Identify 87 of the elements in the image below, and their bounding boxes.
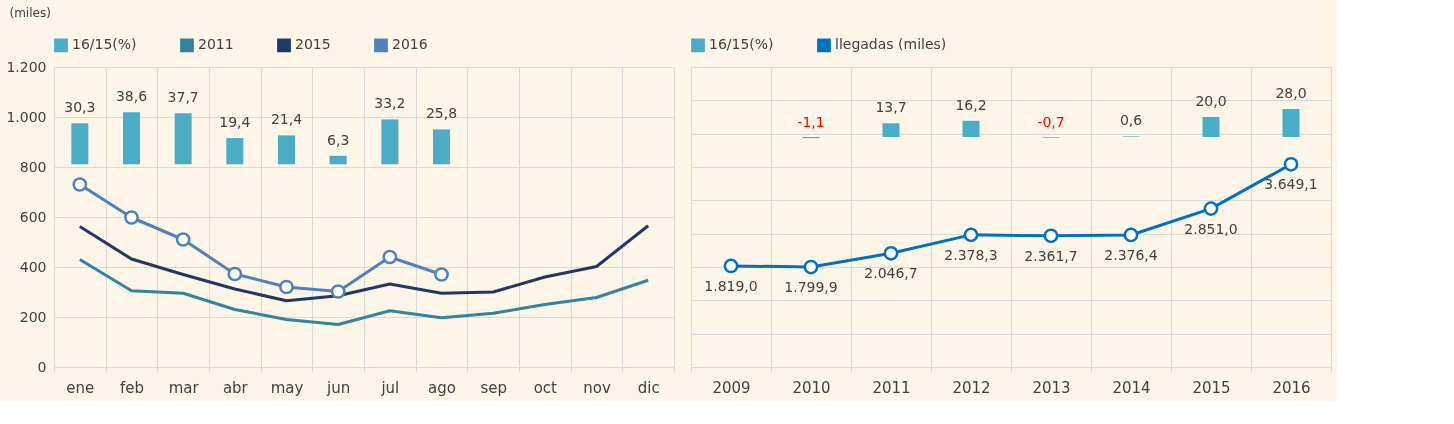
bar bbox=[71, 123, 89, 165]
legend-label: 2016 bbox=[392, 36, 428, 53]
bar bbox=[433, 129, 450, 165]
point bbox=[382, 249, 398, 265]
data-label: 38,6 bbox=[115, 88, 148, 105]
data-label: 20,0 bbox=[1195, 93, 1227, 109]
x-tick-label: feb bbox=[119, 378, 145, 397]
data-label: 2.361,7 bbox=[1024, 247, 1078, 264]
data-label: 2.376,4 bbox=[1104, 246, 1158, 263]
bar bbox=[278, 135, 295, 165]
data-label: 6,3 bbox=[327, 131, 350, 148]
x-tick-label: may bbox=[270, 378, 304, 397]
x-tick-label: jul bbox=[380, 378, 400, 397]
bar bbox=[1282, 109, 1300, 137]
data-label: 21,4 bbox=[270, 111, 303, 128]
data-label: -1,1 bbox=[797, 114, 825, 131]
legend-label: 16/15(%) bbox=[709, 36, 774, 53]
point bbox=[1123, 227, 1139, 243]
x-tick-label: ene bbox=[66, 378, 95, 397]
point bbox=[803, 259, 819, 275]
point bbox=[963, 227, 979, 243]
point bbox=[1203, 201, 1219, 216]
x-tick-label: 2011 bbox=[872, 378, 911, 397]
x-tick-label: 2016 bbox=[1272, 378, 1311, 397]
point bbox=[279, 279, 294, 295]
y-tick-label: 600 bbox=[19, 208, 47, 225]
data-label: 2.046,7 bbox=[864, 265, 918, 282]
point bbox=[227, 266, 243, 282]
bar bbox=[329, 155, 347, 165]
x-tick-label: sep bbox=[480, 378, 507, 397]
point bbox=[434, 267, 449, 282]
x-tick-label: ago bbox=[428, 378, 456, 397]
x-tick-label: jun bbox=[326, 378, 351, 397]
bar bbox=[381, 119, 399, 165]
data-label: 19,4 bbox=[219, 114, 251, 131]
point bbox=[1043, 228, 1059, 244]
data-label: 28,0 bbox=[1275, 85, 1307, 101]
x-tick-label: abr bbox=[222, 378, 249, 397]
data-label: 3.649,1 bbox=[1264, 176, 1318, 193]
y-tick-label: 1.200 bbox=[6, 58, 47, 75]
data-label: 2.378,3 bbox=[944, 246, 998, 263]
bar bbox=[962, 120, 980, 137]
data-label: 2.851,0 bbox=[1184, 220, 1238, 237]
legend-label: 2011 bbox=[198, 36, 234, 53]
legend-label: llegadas (miles) bbox=[835, 36, 947, 53]
x-tick-label: nov bbox=[583, 378, 611, 397]
point bbox=[330, 284, 346, 299]
point bbox=[72, 177, 88, 192]
y-tick-label: 0 bbox=[37, 358, 47, 375]
bar bbox=[1202, 117, 1220, 137]
point bbox=[883, 245, 899, 261]
line-series bbox=[78, 258, 650, 326]
x-tick-label: oct bbox=[533, 378, 558, 397]
bar bbox=[882, 123, 900, 137]
data-label: 1.799,9 bbox=[784, 279, 838, 296]
x-tick-label: 2012 bbox=[952, 378, 991, 397]
x-tick-label: 2009 bbox=[712, 378, 751, 397]
legend-label: 16/15(%) bbox=[72, 36, 137, 53]
point bbox=[124, 210, 139, 225]
x-tick-label: dic bbox=[637, 378, 660, 397]
data-label: 25,8 bbox=[425, 105, 458, 122]
x-tick-label: 2013 bbox=[1032, 378, 1071, 397]
point bbox=[175, 232, 191, 247]
line-series bbox=[78, 224, 650, 303]
data-label: -0,7 bbox=[1037, 113, 1065, 130]
legend-label: 2015 bbox=[295, 36, 331, 53]
data-label: 30,3 bbox=[64, 99, 96, 116]
data-label: 37,7 bbox=[167, 89, 199, 106]
x-tick-label: mar bbox=[168, 378, 200, 397]
x-tick-label: 2015 bbox=[1192, 378, 1231, 397]
x-tick-label: 2010 bbox=[792, 378, 831, 397]
y-tick-label: 400 bbox=[19, 258, 47, 275]
point bbox=[723, 258, 739, 274]
point bbox=[1283, 156, 1299, 172]
y-tick-label: 800 bbox=[19, 158, 47, 175]
bar bbox=[174, 113, 192, 165]
x-tick-label: 2014 bbox=[1112, 378, 1151, 397]
data-label: 1.819,0 bbox=[704, 277, 758, 294]
y-axis-title: (miles) bbox=[9, 5, 51, 20]
data-label: 13,7 bbox=[875, 99, 907, 116]
y-tick-label: 200 bbox=[19, 308, 47, 325]
data-label: 0,6 bbox=[1119, 112, 1143, 129]
data-label: 33,2 bbox=[374, 95, 406, 112]
bar bbox=[123, 112, 140, 165]
data-label: 16,2 bbox=[955, 96, 987, 113]
y-tick-label: 1.000 bbox=[6, 108, 47, 125]
bar bbox=[226, 138, 244, 165]
